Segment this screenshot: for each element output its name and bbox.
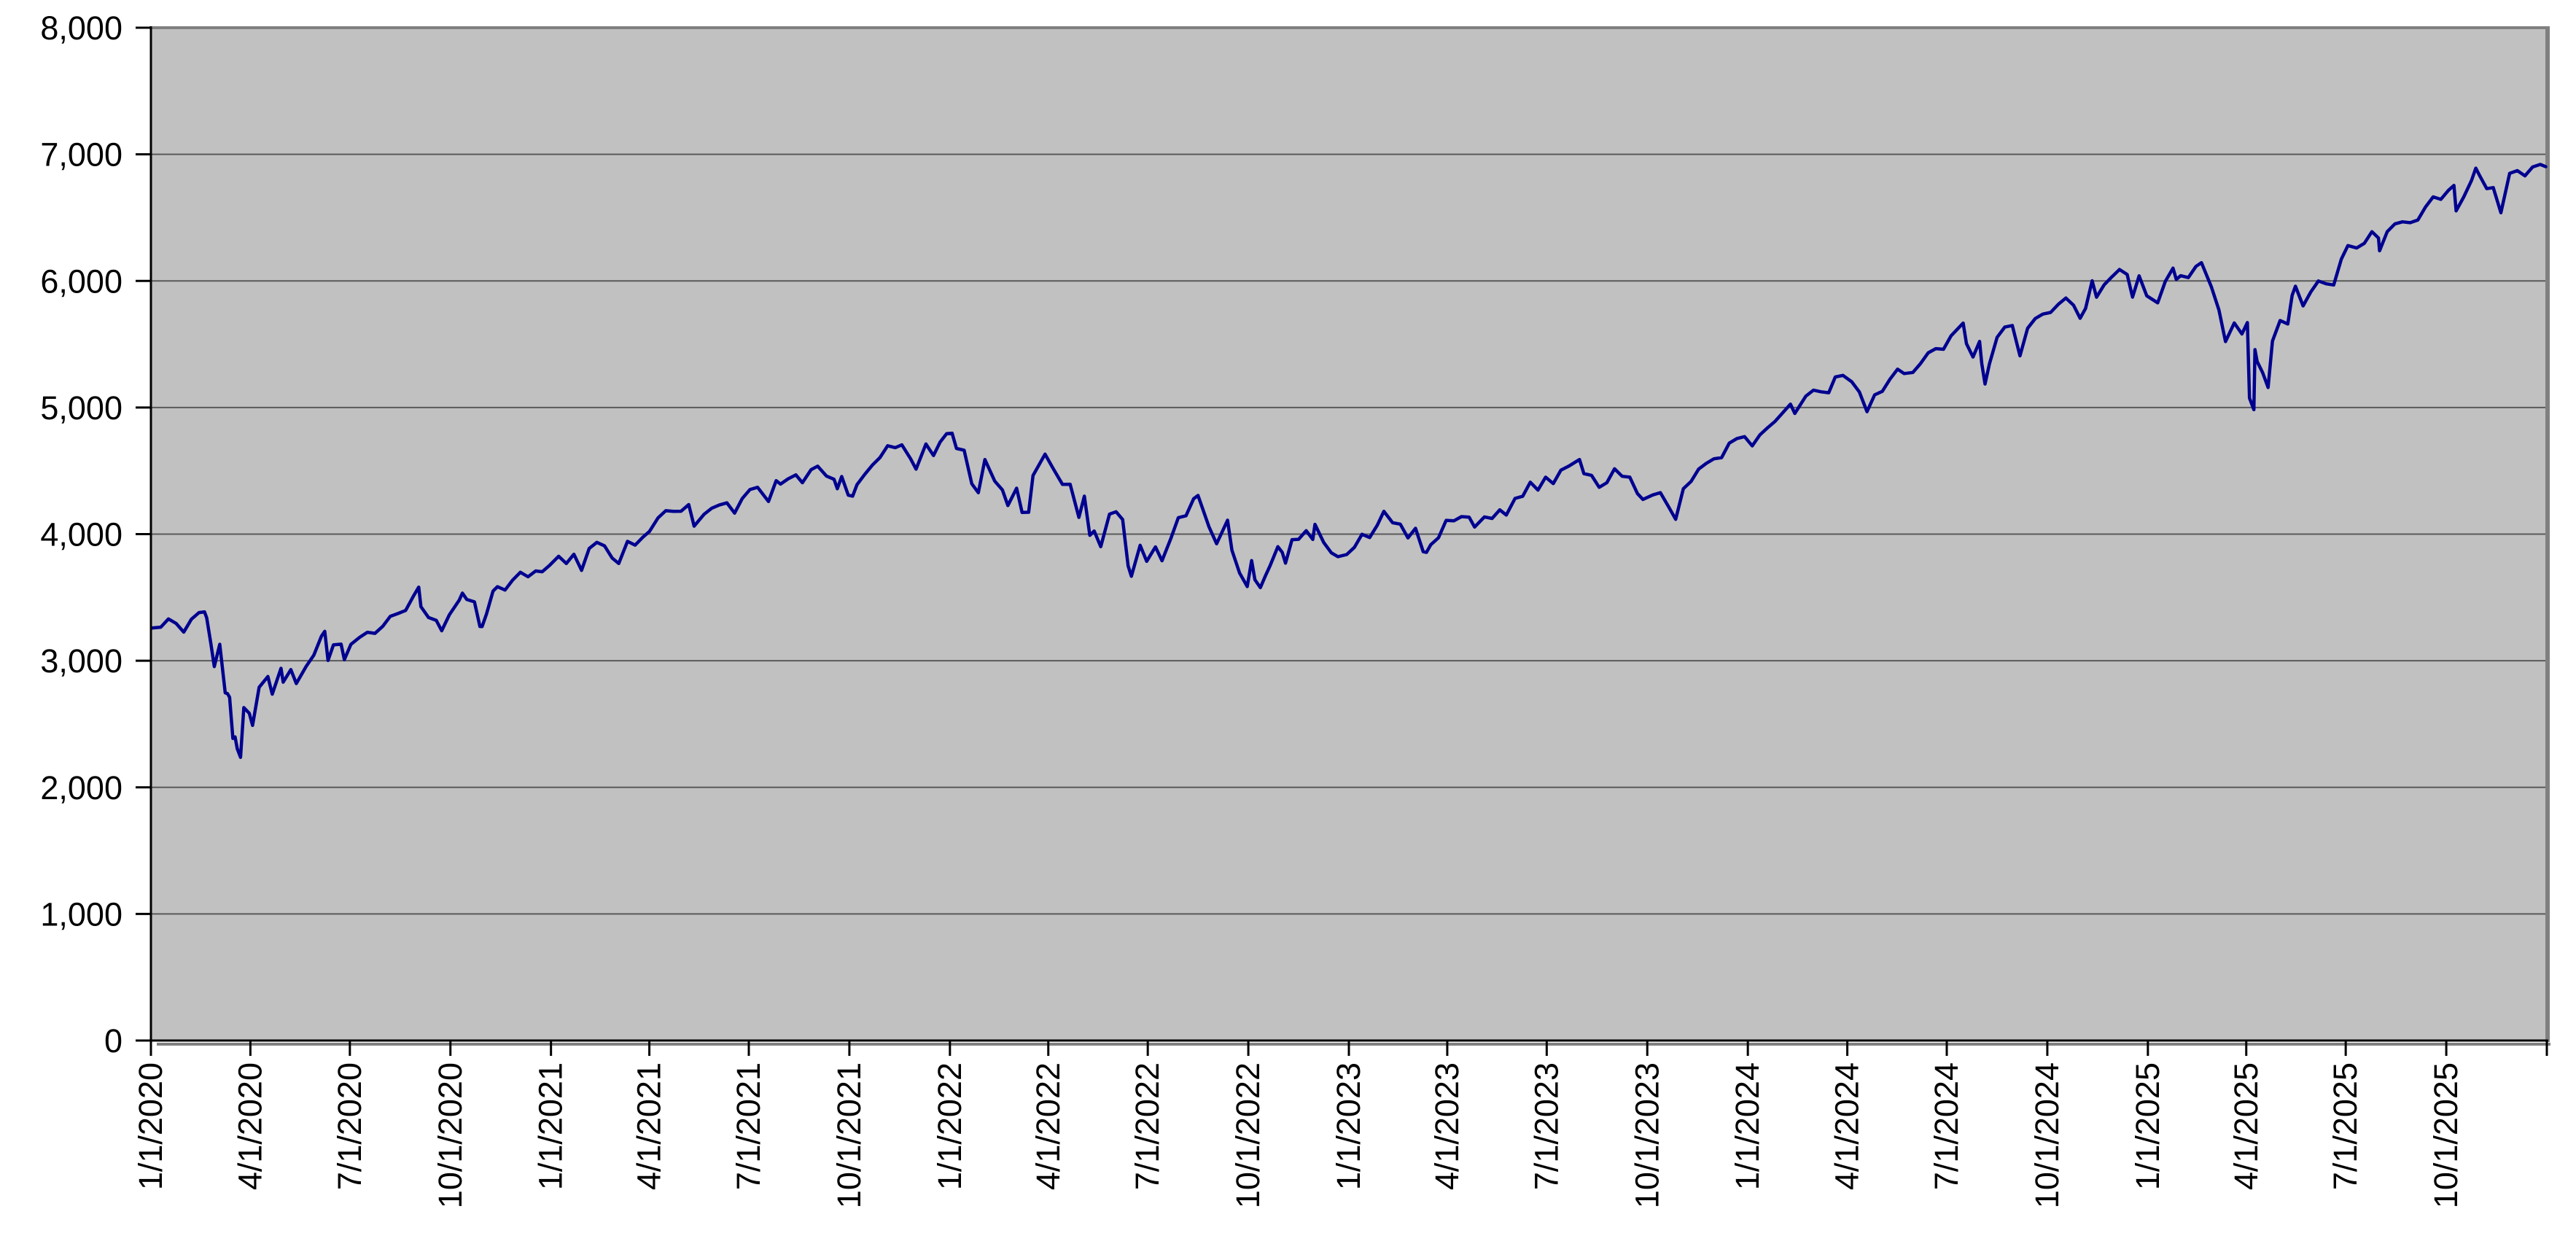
y-axis-tick-label: 7,000 xyxy=(40,136,122,174)
y-axis-tick-label: 1,000 xyxy=(40,895,122,933)
y-axis-tick-label: 5,000 xyxy=(40,389,122,427)
x-axis-tick-label: 4/1/2020 xyxy=(231,1062,268,1190)
x-axis-tick-label: 10/1/2020 xyxy=(432,1062,469,1208)
x-axis-tick-label: 1/1/2021 xyxy=(532,1062,569,1190)
x-axis-tick-label: 7/1/2024 xyxy=(1928,1062,1965,1190)
axis-labels-layer: 0 1,000 2,000 3,000 4,000 5,000 6,000 7,000 8,00… xyxy=(40,9,2464,1208)
x-axis-tick-label: 7/1/2025 xyxy=(2327,1062,2364,1190)
y-axis-tick-label: 4,000 xyxy=(40,516,122,553)
series-layer xyxy=(150,163,2548,759)
x-axis-tick-label: 4/1/2023 xyxy=(1428,1062,1466,1190)
x-axis-tick-label: 1/1/2020 xyxy=(132,1062,169,1190)
x-axis-tick-label: 1/1/2022 xyxy=(931,1062,968,1190)
x-axis-tick-label: 10/1/2025 xyxy=(2427,1062,2464,1208)
y-axis-tick-label: 2,000 xyxy=(40,769,122,806)
axes-layer xyxy=(136,26,2548,1056)
x-axis-tick-label: 1/1/2024 xyxy=(1729,1062,1766,1190)
x-axis-tick-label: 10/1/2022 xyxy=(1229,1062,1266,1208)
x-axis-tick-label: 7/1/2021 xyxy=(730,1062,767,1190)
gridline-layer xyxy=(151,153,2547,915)
x-axis-tick-label: 1/1/2025 xyxy=(2129,1062,2166,1190)
x-axis-tick-label: 4/1/2024 xyxy=(1829,1062,1866,1190)
y-axis-tick-label: 0 xyxy=(104,1022,122,1059)
plot-border-layer xyxy=(149,26,2550,1046)
x-axis-tick-label: 7/1/2022 xyxy=(1129,1062,1166,1190)
y-axis-tick-label: 3,000 xyxy=(40,642,122,680)
x-axis-tick-label: 4/1/2021 xyxy=(631,1062,668,1190)
x-axis-tick-label: 7/1/2020 xyxy=(331,1062,368,1190)
x-axis-tick-label: 4/1/2025 xyxy=(2227,1062,2265,1190)
x-axis-tick-label: 10/1/2023 xyxy=(1628,1062,1665,1208)
price-line xyxy=(150,163,2548,759)
x-axis-tick-label: 10/1/2024 xyxy=(2028,1062,2066,1208)
x-axis-tick-label: 4/1/2022 xyxy=(1030,1062,1067,1190)
x-axis-tick-label: 7/1/2023 xyxy=(1528,1062,1565,1190)
y-axis-tick-label: 6,000 xyxy=(40,263,122,300)
x-axis-tick-label: 1/1/2023 xyxy=(1330,1062,1367,1190)
y-axis-tick-label: 8,000 xyxy=(40,9,122,47)
x-axis-tick-label: 10/1/2021 xyxy=(830,1062,868,1208)
